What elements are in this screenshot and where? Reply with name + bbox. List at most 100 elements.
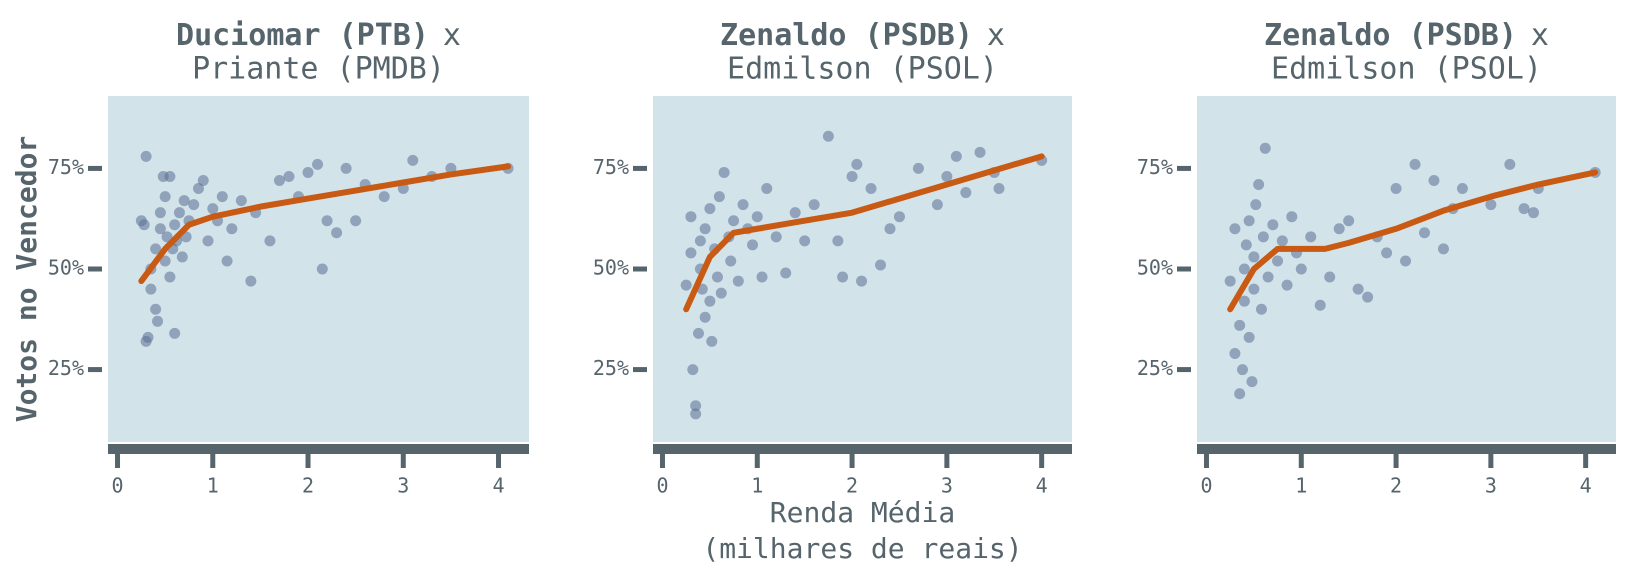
point	[1224, 275, 1236, 287]
point	[1238, 295, 1250, 307]
point	[150, 243, 162, 255]
chart-title: Duciomar (PTB) x	[176, 18, 461, 53]
point	[931, 199, 943, 211]
trend-line	[683, 153, 1045, 313]
point	[173, 207, 185, 219]
point	[1352, 283, 1364, 295]
point	[893, 211, 905, 223]
point	[960, 187, 972, 199]
point	[789, 207, 801, 219]
point	[732, 275, 744, 287]
point	[694, 235, 706, 247]
point	[159, 191, 171, 203]
point	[706, 335, 718, 347]
point	[1286, 211, 1298, 223]
y-tick-label: 75%	[48, 155, 84, 179]
point	[711, 271, 723, 283]
point	[235, 195, 247, 207]
point	[1253, 179, 1265, 191]
point	[912, 162, 924, 174]
trend-line	[1227, 169, 1599, 313]
title-bold: Zenaldo (PSDB)	[1264, 18, 1517, 53]
chart-title: Zenaldo (PSDB) x	[1264, 18, 1549, 53]
point	[718, 166, 730, 178]
point	[856, 275, 868, 287]
point	[1485, 199, 1497, 211]
point	[704, 295, 716, 307]
point	[1246, 376, 1258, 388]
point	[865, 183, 877, 195]
point	[1257, 231, 1269, 243]
point	[316, 263, 328, 275]
point	[407, 154, 419, 166]
x-tick-label: 0	[656, 474, 668, 498]
point	[1248, 251, 1260, 263]
point	[993, 183, 1005, 195]
point	[1237, 364, 1249, 376]
x-tick-label: 2	[302, 474, 314, 498]
point	[1234, 388, 1246, 400]
point	[1272, 255, 1284, 267]
trend-line	[138, 163, 512, 285]
point	[747, 239, 759, 251]
x-tick-label: 1	[1295, 474, 1307, 498]
point	[1229, 347, 1241, 359]
point	[312, 158, 324, 170]
point	[832, 235, 844, 247]
title-sep: x	[987, 18, 1005, 53]
point	[1295, 263, 1307, 275]
point	[1305, 231, 1317, 243]
chart-subtitle: Priante (PMDB)	[192, 52, 445, 87]
point	[207, 203, 219, 215]
plot-background	[1197, 96, 1616, 442]
point	[1234, 319, 1246, 331]
point	[1262, 271, 1274, 283]
point	[176, 251, 188, 263]
point	[164, 170, 176, 182]
chart-title: Zenaldo (PSDB) x	[720, 18, 1005, 53]
point	[302, 166, 314, 178]
point	[1229, 223, 1241, 235]
y-tick-label: 50%	[48, 256, 84, 280]
point	[169, 219, 181, 231]
point	[1243, 331, 1255, 343]
point	[1400, 255, 1412, 267]
point	[699, 311, 711, 323]
point	[1390, 183, 1402, 195]
point	[685, 247, 697, 259]
point	[1409, 158, 1421, 170]
x-tick-label: 4	[1580, 474, 1592, 498]
point	[1428, 174, 1440, 186]
point	[142, 331, 154, 343]
point	[154, 223, 166, 235]
point	[159, 255, 171, 267]
point	[273, 174, 285, 186]
point	[751, 211, 763, 223]
point	[221, 255, 233, 267]
x-tick-label: 0	[112, 474, 124, 498]
point	[138, 219, 150, 231]
point	[152, 315, 164, 327]
point	[1238, 263, 1250, 275]
y-tick-label: 25%	[593, 356, 629, 380]
point	[1255, 303, 1267, 315]
point	[687, 364, 699, 376]
point	[226, 223, 238, 235]
y-tick-label: 25%	[48, 356, 84, 380]
title-sep: x	[1531, 18, 1549, 53]
point	[713, 191, 725, 203]
point	[1419, 227, 1431, 239]
point	[1333, 223, 1345, 235]
title-sep: x	[443, 18, 461, 53]
title-bold: Zenaldo (PSDB)	[720, 18, 973, 53]
point	[1518, 203, 1530, 215]
point	[216, 191, 228, 203]
point	[169, 327, 181, 339]
point	[154, 207, 166, 219]
point	[1240, 239, 1252, 251]
point	[378, 191, 390, 203]
point	[974, 146, 986, 158]
y-tick-label: 50%	[593, 256, 629, 280]
point	[331, 227, 343, 239]
